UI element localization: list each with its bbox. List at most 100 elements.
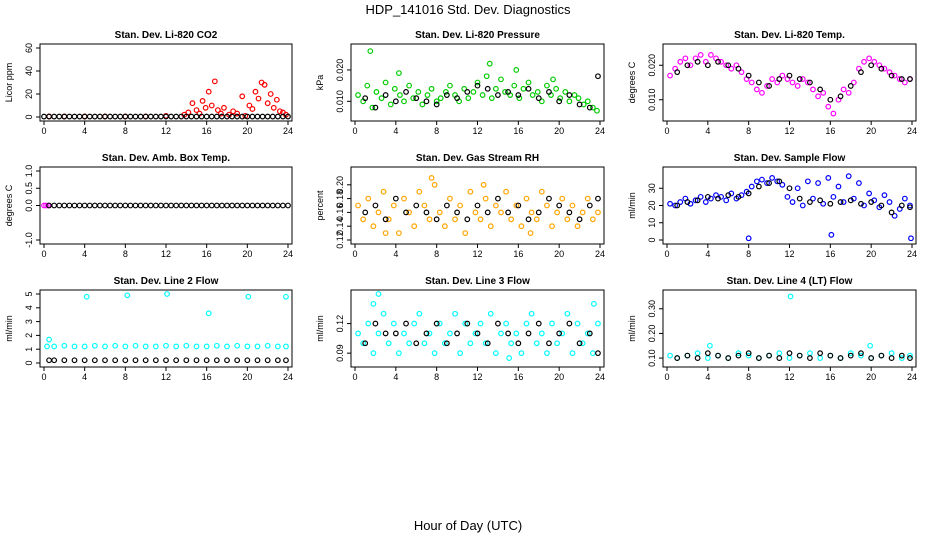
data-point-subsample [574,320,581,327]
data-point-hourly [595,350,601,357]
data-point-hourly [254,113,261,120]
data-point-subsample [477,320,484,327]
data-point-subsample [810,86,816,93]
x-tick-label: 20 [554,126,564,136]
panel-title: Stan. Dev. Line 4 (LT) Flow [727,276,853,287]
data-point-hourly [566,320,573,327]
data-point-subsample [589,216,596,223]
data-point-subsample [163,342,169,349]
data-point-subsample [51,343,58,350]
data-point-subsample [574,223,581,230]
data-point-subsample [511,82,518,89]
panel-5: Stan. Dev. Gas Stream RH percent 0 4 8 12 16 20… [315,153,605,259]
data-point-subsample [564,216,571,223]
data-point-subsample [528,209,535,216]
data-point-subsample [896,76,903,82]
data-point-hourly [745,350,752,357]
data-point-subsample [424,92,431,98]
data-point-subsample [382,230,389,237]
data-point-hourly [208,202,215,209]
panel-8: Stan. Dev. Line 3 Flow ml/min 0 4 8 12 16 20 24 0… [315,276,605,382]
panel-title: Stan. Dev. Li-820 Temp. [734,30,845,41]
data-point-subsample [891,212,898,219]
data-point-subsample [391,85,398,92]
data-point-hourly [81,357,88,364]
data-point-subsample [395,350,402,357]
data-point-hourly [173,202,180,209]
data-point-hourly [254,202,261,209]
data-point-hourly [56,113,63,120]
data-point-subsample [787,293,794,300]
data-point-subsample [487,310,494,317]
y-axis-label: ml/min [315,315,325,342]
data-point-subsample [534,89,541,95]
data-point-subsample [387,101,394,108]
data-point-subsample [518,223,525,230]
data-point-subsample [390,202,397,209]
data-point-subsample [482,195,489,202]
plot-frame [662,43,917,122]
data-point-subsample [764,83,770,89]
data-point-subsample [886,199,893,205]
data-point-subsample [81,343,88,350]
data-point-subsample [804,79,811,86]
data-point-subsample [447,195,453,202]
y-axis-label: degrees C [4,184,14,226]
data-point-subsample [411,223,418,230]
x-axis-caption: Hour of Day (UTC) [413,518,523,533]
x-tick-label: 12 [161,372,171,382]
data-point-subsample [538,98,545,105]
data-point-hourly [484,340,491,347]
data-point-subsample [523,320,530,327]
data-point-subsample [584,98,591,105]
data-point-hourly [81,202,88,209]
data-point-hourly [595,73,601,80]
figure-title: HDP_141016 Std. Dev. Diagnostics [365,2,571,17]
y-tick-label: 0.12 [335,231,345,249]
data-point-hourly [132,113,139,120]
panel-2: Stan. Dev. Li-820 Pressure kPa 0 4 8 12 16 20 24… [315,30,605,136]
x-tick-label: 20 [242,126,252,136]
data-point-hourly [51,357,58,364]
data-point-subsample [847,350,854,357]
data-point-subsample [815,180,821,186]
data-point-subsample [274,343,281,350]
data-point-hourly [684,62,691,69]
data-point-subsample [355,330,361,337]
panel-title: Stan. Dev. Gas Stream RH [416,153,539,164]
data-point-hourly [888,72,895,79]
x-tick-label: 16 [202,249,212,259]
y-tick-label: 40 [24,66,34,76]
data-point-subsample [234,342,241,349]
data-point-hourly [61,357,68,364]
data-point-hourly [464,320,471,327]
data-point-subsample [360,340,367,347]
data-point-subsample [554,340,561,347]
x-tick-label: 20 [866,372,876,382]
data-point-subsample [406,209,413,216]
data-point-hourly [807,79,813,86]
x-tick-label: 24 [283,372,293,382]
data-point-subsample [189,100,196,107]
data-point-hourly [71,357,78,364]
data-point-subsample [677,199,684,205]
data-point-subsample [498,76,504,83]
data-point-subsample [452,216,458,223]
data-point-subsample [533,216,540,223]
data-point-hourly [776,76,783,82]
data-point-hourly [878,352,885,359]
x-tick-label: 24 [907,249,917,259]
x-tick-label: 4 [82,249,87,259]
y-tick-label: 60 [24,43,34,53]
data-point-hourly [535,95,542,102]
data-point-subsample [433,98,440,105]
data-point-hourly [274,202,281,209]
data-point-subsample [112,342,119,349]
data-point-subsample [44,343,50,350]
data-point-hourly [454,209,460,216]
data-point-hourly [264,202,271,209]
data-point-subsample [523,195,530,202]
data-point-subsample [566,98,573,105]
data-point-hourly [239,113,246,120]
x-tick-label: 12 [472,249,482,259]
